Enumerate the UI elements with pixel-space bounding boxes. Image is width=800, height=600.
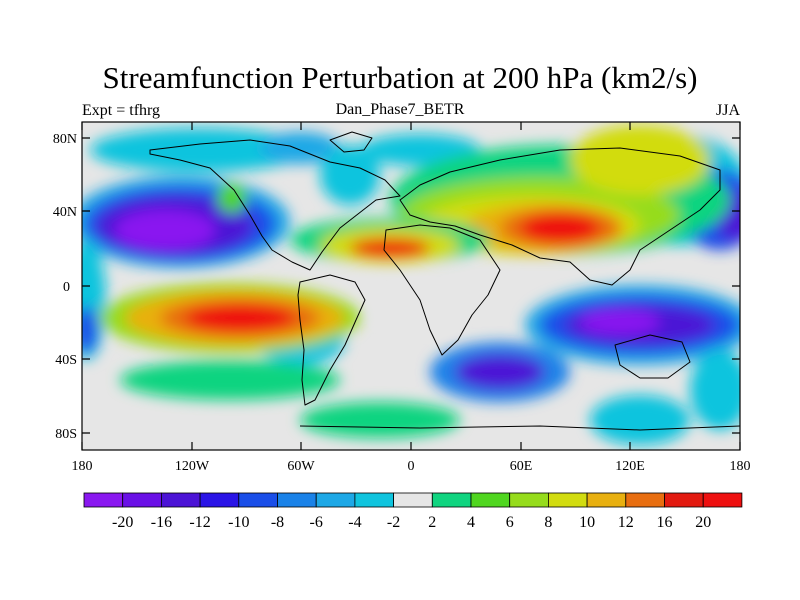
- colorbar-label: -4: [348, 514, 361, 531]
- colorbar-label: 10: [579, 514, 595, 531]
- lat-label-40n: 40N: [53, 205, 77, 220]
- colorbar: -20 -16 -12 -10 -8 -6 -4 -2 2 4 6 8 10 12 16 20: [83, 492, 743, 531]
- colorbar-label: 8: [544, 514, 552, 531]
- lat-label-80s: 80S: [55, 427, 77, 442]
- colorbar-swatch: [470, 492, 511, 508]
- colorbar-swatch: [199, 492, 240, 508]
- colorbar-swatch: [122, 492, 162, 508]
- colorbar-swatch: [548, 492, 588, 508]
- latitude-labels: 80N 40N 0 40S 80S: [53, 132, 77, 442]
- colorbar-label: 2: [428, 514, 436, 531]
- colorbar-swatch: [83, 492, 124, 508]
- colorbar-label: 6: [506, 514, 514, 531]
- lon-label-120e: 120E: [615, 459, 645, 474]
- colorbar-swatch: [586, 492, 627, 508]
- colorbar-label: -16: [151, 514, 172, 531]
- colorbar-swatch: [238, 492, 278, 508]
- colorbar-label: 4: [467, 514, 475, 531]
- colorbar-label: 12: [618, 514, 634, 531]
- experiment-label: Expt = tfhrg: [82, 102, 161, 119]
- lon-label-60w: 60W: [287, 459, 315, 474]
- case-label: Dan_Phase7_BETR: [335, 101, 465, 118]
- lon-label-180w: 180: [72, 459, 93, 474]
- colorbar-swatch: [393, 492, 433, 508]
- colorbar-label: -20: [112, 514, 133, 531]
- colorbar-swatch: [625, 492, 665, 508]
- colorbar-label: -8: [271, 514, 284, 531]
- season-label: JJA: [715, 102, 740, 119]
- lon-label-120w: 120W: [175, 459, 210, 474]
- colorbar-swatch: [354, 492, 394, 508]
- colorbar-swatch: [509, 492, 549, 508]
- lon-label-0: 0: [408, 459, 415, 474]
- coastlines: [149, 131, 740, 431]
- colorbar-swatch: [431, 492, 472, 508]
- longitude-labels: 180 120W 60W 0 60E 120E 180: [72, 459, 751, 474]
- colorbar-label: -6: [310, 514, 323, 531]
- lat-label-80n: 80N: [53, 132, 77, 147]
- colorbar-swatch: [702, 492, 743, 508]
- colorbar-label: -2: [387, 514, 400, 531]
- streamfunction-field: [82, 122, 740, 450]
- lon-label-180e: 180: [730, 459, 751, 474]
- colorbar-label: 16: [657, 514, 673, 531]
- colorbar-swatch: [664, 492, 704, 508]
- colorbar-label: -10: [228, 514, 249, 531]
- lat-label-40s: 40S: [55, 353, 77, 368]
- colorbar-label: -12: [189, 514, 210, 531]
- colorbar-label: 20: [695, 514, 711, 531]
- plot-frame: [81, 121, 741, 451]
- colorbar-swatch: [160, 492, 201, 508]
- lat-label-0: 0: [63, 280, 70, 295]
- chart-title: Streamfunction Perturbation at 200 hPa (…: [102, 60, 698, 95]
- colorbar-swatch: [277, 492, 317, 508]
- colorbar-swatch: [315, 492, 356, 508]
- lon-label-60e: 60E: [510, 459, 533, 474]
